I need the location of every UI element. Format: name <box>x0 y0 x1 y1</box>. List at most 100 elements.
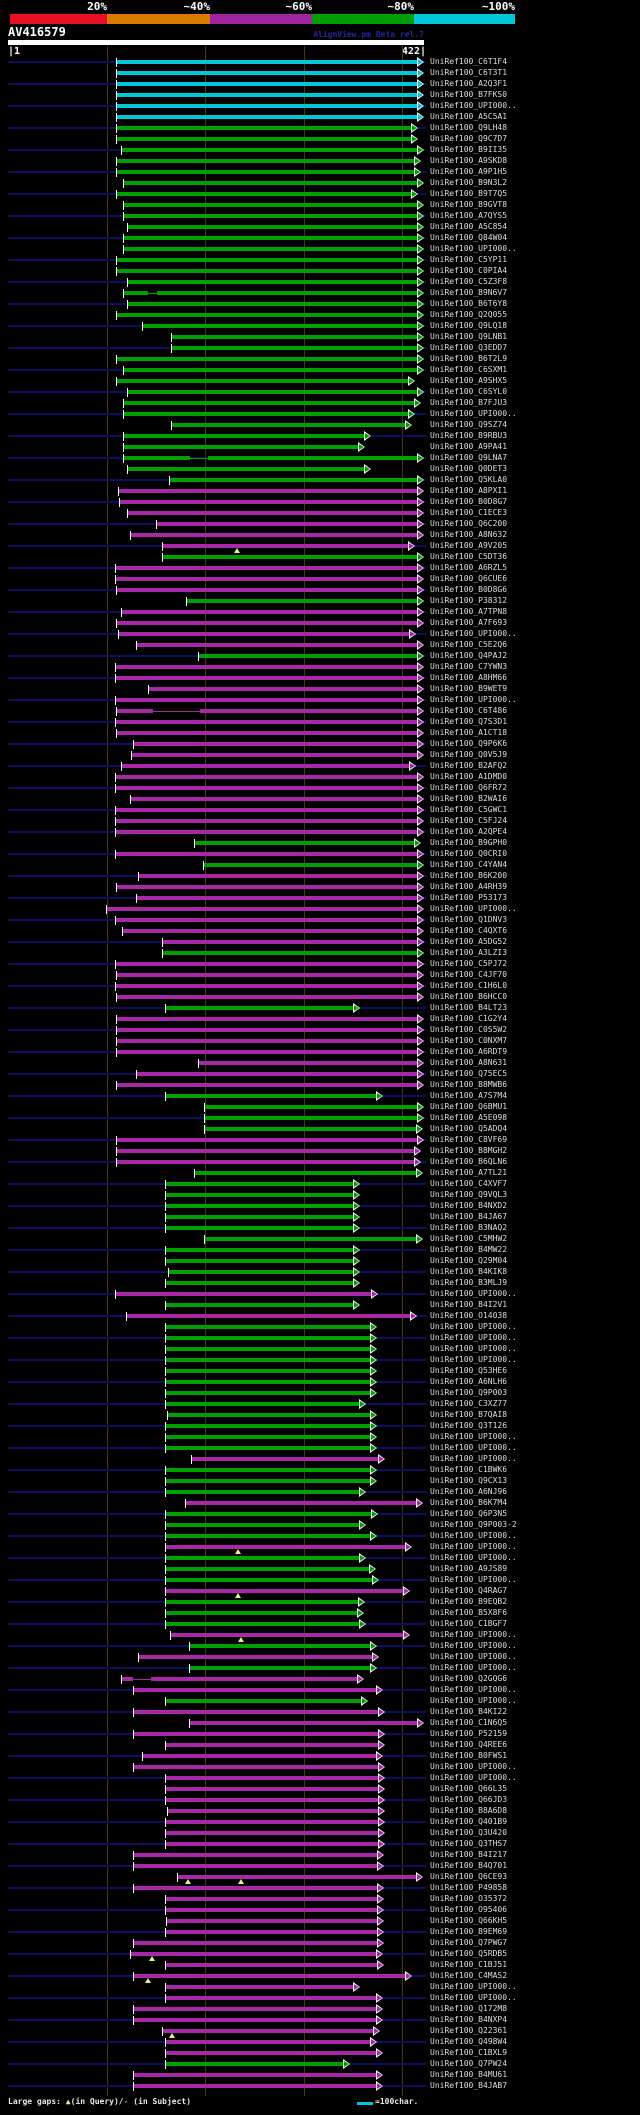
subject-label: UniRef100_C0S5W2 <box>430 1025 508 1034</box>
alignment-bar <box>143 1754 378 1758</box>
subject-label: UniRef100_B4JA67 <box>430 1212 508 1221</box>
subject-label: UniRef100_A8N631 <box>430 1058 508 1067</box>
bar-start-tick <box>185 1499 187 1508</box>
alignment-bar <box>117 1039 419 1043</box>
subject-gap-line <box>147 293 157 294</box>
arrowhead-icon <box>412 191 418 197</box>
gridline-400 <box>402 46 403 2096</box>
bar-start-tick <box>204 1125 206 1134</box>
alignment-bar <box>205 1105 419 1109</box>
subject-label: UniRef100_Q3THS7 <box>430 1839 508 1848</box>
bar-start-tick <box>116 1081 118 1090</box>
bar-start-tick <box>115 575 117 584</box>
subject-label: UniRef100_Q9P003-2 <box>430 1520 517 1529</box>
alignment-bar <box>195 1171 418 1175</box>
arrowhead-icon <box>418 994 423 1000</box>
subject-label: UniRef100_UPI000.. <box>430 1542 517 1551</box>
alignment-bar <box>122 148 419 152</box>
arrowhead-icon <box>415 1148 421 1154</box>
arrowhead-icon <box>370 1346 376 1352</box>
subject-label: UniRef100_UPI000.. <box>430 1982 517 1991</box>
bar-start-tick <box>164 1785 166 1794</box>
subject-label: UniRef100_A7TL21 <box>430 1168 508 1177</box>
arrowhead-icon <box>370 1533 376 1539</box>
alignment-bar <box>165 1226 355 1230</box>
alignment-bar <box>116 984 419 988</box>
arrowhead-icon <box>418 774 423 780</box>
arrowhead-icon <box>370 1335 376 1341</box>
alignment-bar <box>165 1776 380 1780</box>
subject-label: UniRef100_A7F693 <box>430 618 508 627</box>
bar-start-tick <box>123 179 125 188</box>
gridline-100 <box>107 46 108 2096</box>
alignment-bar <box>165 1963 379 1967</box>
subject-label: UniRef100_C5FJ24 <box>430 816 508 825</box>
subject-label: UniRef100_B4Q701 <box>430 1861 508 1870</box>
subject-label: UniRef100_UPI000.. <box>430 1333 517 1342</box>
alignment-bar <box>165 1259 355 1263</box>
arrowhead-icon <box>412 125 418 131</box>
alignment-bar <box>165 1336 372 1340</box>
subject-label: UniRef100_UPI000.. <box>430 1454 517 1463</box>
alignment-bar <box>165 1303 355 1307</box>
subject-label: UniRef100_C6T1F4 <box>430 57 508 66</box>
alignment-bar <box>117 1083 419 1087</box>
bar-start-tick <box>116 256 118 265</box>
subject-label: UniRef100_B4NXP4 <box>430 2015 508 2024</box>
arrowhead-icon <box>404 1632 410 1638</box>
subject-label: UniRef100_A9V205 <box>430 541 508 550</box>
bar-start-tick <box>204 1114 206 1123</box>
alignment-bar <box>162 951 419 955</box>
alignment-bar <box>165 1479 372 1483</box>
subject-label: UniRef100_UPI000.. <box>430 629 517 638</box>
alignment-bar <box>131 797 419 801</box>
alignment-bar <box>128 467 366 471</box>
bar-start-tick <box>116 168 118 177</box>
bar-start-tick <box>164 1532 166 1541</box>
subject-label: UniRef100_B9II35 <box>430 145 508 154</box>
alignment-bar <box>120 500 419 504</box>
arrowhead-icon <box>418 785 423 791</box>
arrowhead-icon <box>370 1434 376 1440</box>
bar-start-tick <box>116 1147 118 1156</box>
subject-label: UniRef100_A9PA41 <box>430 442 508 451</box>
arrowhead-icon <box>418 565 423 571</box>
alignment-bar <box>187 599 419 603</box>
alignment-bar <box>119 489 419 493</box>
alignment-bar <box>131 533 419 537</box>
alignment-bar <box>124 203 419 207</box>
alignment-bar <box>117 379 411 383</box>
subject-label: UniRef100_Q7PWG7 <box>430 1938 508 1947</box>
subject-label: UniRef100_O95406 <box>430 1905 508 1914</box>
alignment-bar <box>106 907 419 911</box>
bar-start-tick <box>164 1598 166 1607</box>
subject-label: UniRef100_B4I217 <box>430 1850 508 1859</box>
arrowhead-icon <box>418 114 423 120</box>
query-gap-triangle <box>168 2033 175 2038</box>
arrowhead-icon <box>353 1984 359 1990</box>
subject-label: UniRef100_C0PIA4 <box>430 266 508 275</box>
bar-start-tick <box>119 498 121 507</box>
alignment-bar <box>166 1919 379 1923</box>
subject-label: UniRef100_Q1DNV3 <box>430 915 508 924</box>
alignment-bar <box>124 368 419 372</box>
subject-label: UniRef100_UPI000.. <box>430 904 517 913</box>
bar-start-tick <box>115 696 117 705</box>
arrowhead-icon <box>418 1038 423 1044</box>
alignment-bar <box>117 82 419 86</box>
arrowhead-icon <box>377 1929 383 1935</box>
subject-label: UniRef100_C1BXL9 <box>430 2048 508 2057</box>
subject-label: UniRef100_Q9LQ18 <box>430 321 508 330</box>
subject-label: UniRef100_Q9P6K6 <box>430 739 508 748</box>
subject-label: UniRef100_B0D8G6 <box>430 585 508 594</box>
bar-start-tick <box>164 1433 166 1442</box>
alignment-bar <box>132 753 419 757</box>
arrowhead-icon <box>418 103 423 109</box>
subject-label: UniRef100_UPI000.. <box>430 1762 517 1771</box>
arrowhead-icon <box>418 609 423 615</box>
bar-start-tick <box>191 1455 193 1464</box>
bar-start-tick <box>133 2005 135 2014</box>
subject-label: UniRef100_UPI000.. <box>430 1432 517 1441</box>
subject-label: UniRef100_UPI000.. <box>430 1289 517 1298</box>
subject-label: UniRef100_C5DT36 <box>430 552 508 561</box>
